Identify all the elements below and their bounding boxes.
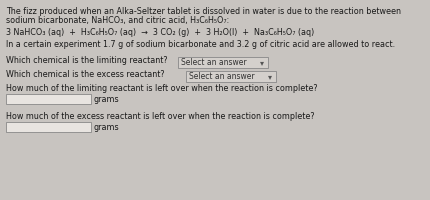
Text: How much of the limiting reactant is left over when the reaction is complete?: How much of the limiting reactant is lef… [6,84,317,93]
Text: Select an answer: Select an answer [189,72,254,81]
Text: grams: grams [94,122,120,132]
Bar [6,122,91,132]
Bar [186,71,275,82]
Bar [6,94,91,104]
Text: The fizz produced when an Alka-Seltzer tablet is dissolved in water is due to th: The fizz produced when an Alka-Seltzer t… [6,7,400,16]
Text: Which chemical is the limiting reactant?: Which chemical is the limiting reactant? [6,56,167,65]
Text: sodium bicarbonate, NaHCO₃, and citric acid, H₃C₆H₅O₇:: sodium bicarbonate, NaHCO₃, and citric a… [6,16,229,25]
Bar [178,57,267,68]
Text: In a certain experiment 1.7 g of sodium bicarbonate and 3.2 g of citric acid are: In a certain experiment 1.7 g of sodium … [6,40,394,49]
Text: 3 NaHCO₃ (aq)  +  H₃C₆H₅O₇ (aq)  →  3 CO₂ (g)  +  3 H₂O(l)  +  Na₃C₆H₅O₇ (aq): 3 NaHCO₃ (aq) + H₃C₆H₅O₇ (aq) → 3 CO₂ (g… [6,28,313,37]
Text: ▾: ▾ [259,58,264,67]
Text: How much of the excess reactant is left over when the reaction is complete?: How much of the excess reactant is left … [6,112,314,121]
Text: grams: grams [94,95,120,104]
Text: Select an answer: Select an answer [181,58,246,67]
Text: Which chemical is the excess reactant?: Which chemical is the excess reactant? [6,70,164,79]
Text: ▾: ▾ [267,72,271,81]
